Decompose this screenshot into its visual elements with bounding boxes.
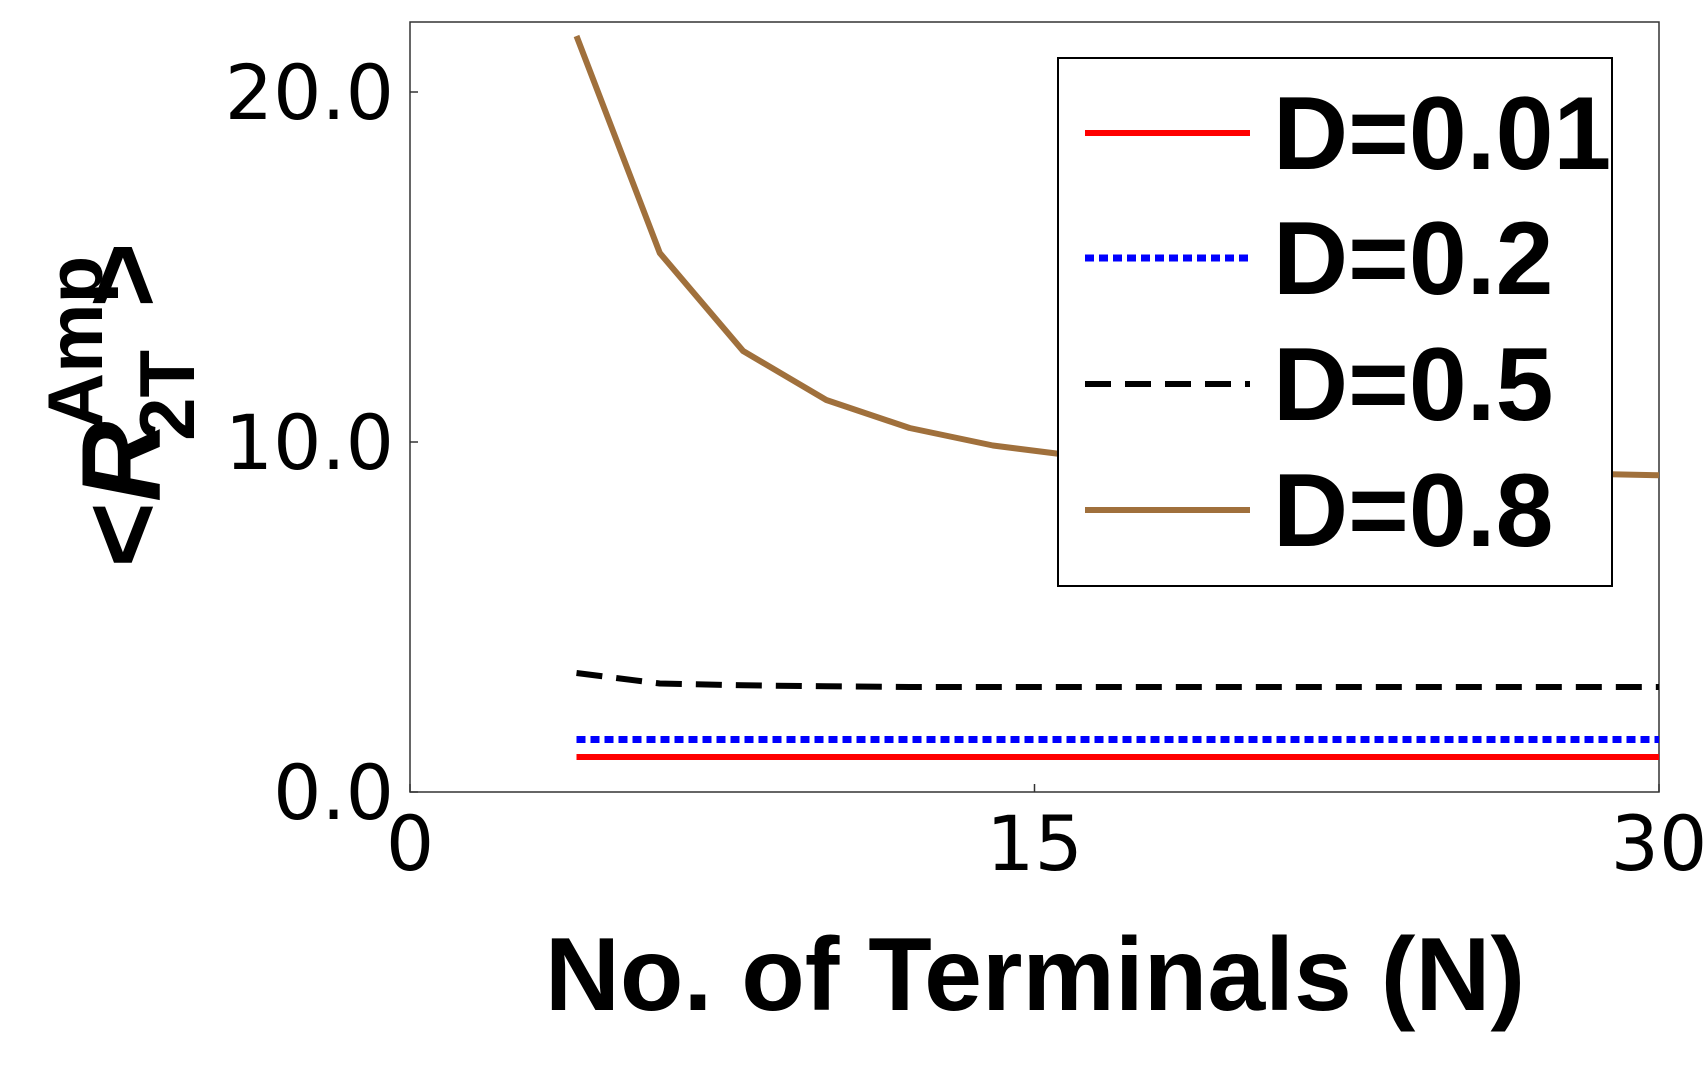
- y-tick-label: 10.0: [225, 398, 394, 487]
- y-axis-title-close: >: [59, 242, 184, 307]
- legend-items: D=0.01D=0.2D=0.5D=0.8: [1085, 76, 1611, 569]
- legend-box: [1057, 57, 1613, 587]
- y-axis-title-superscript: Amp: [31, 256, 119, 429]
- ticks-layer: 0 15 30 0.0 10.0 20.0: [225, 48, 1708, 888]
- legend: D=0.01D=0.2D=0.5D=0.8: [1057, 57, 1613, 587]
- legend-label-d-0-01: D=0.01: [1273, 76, 1611, 192]
- x-tick-label: 15: [986, 799, 1083, 888]
- y-axis-title-subscript: 2T: [123, 350, 211, 441]
- x-tick-label: 0: [386, 799, 434, 888]
- y-axis-title: <RAmp2T >: [31, 242, 211, 567]
- y-tick-label: 20.0: [225, 48, 394, 137]
- y-tick-label: 0.0: [273, 748, 394, 837]
- x-tick-label: 30: [1611, 799, 1708, 888]
- y-axis-title-open: <: [59, 502, 184, 567]
- svg-text:<RAmp2T>: <RAmp2T >: [31, 242, 211, 567]
- y-axis-title-base: R: [59, 421, 184, 502]
- legend-label-d-0-5: D=0.5: [1273, 327, 1553, 443]
- series-line-d-0-5: [576, 670, 1659, 690]
- legend-label-d-0-2: D=0.2: [1273, 201, 1553, 317]
- x-axis-title: No. of Terminals (N): [545, 917, 1525, 1033]
- legend-label-d-0-8: D=0.8: [1273, 453, 1553, 569]
